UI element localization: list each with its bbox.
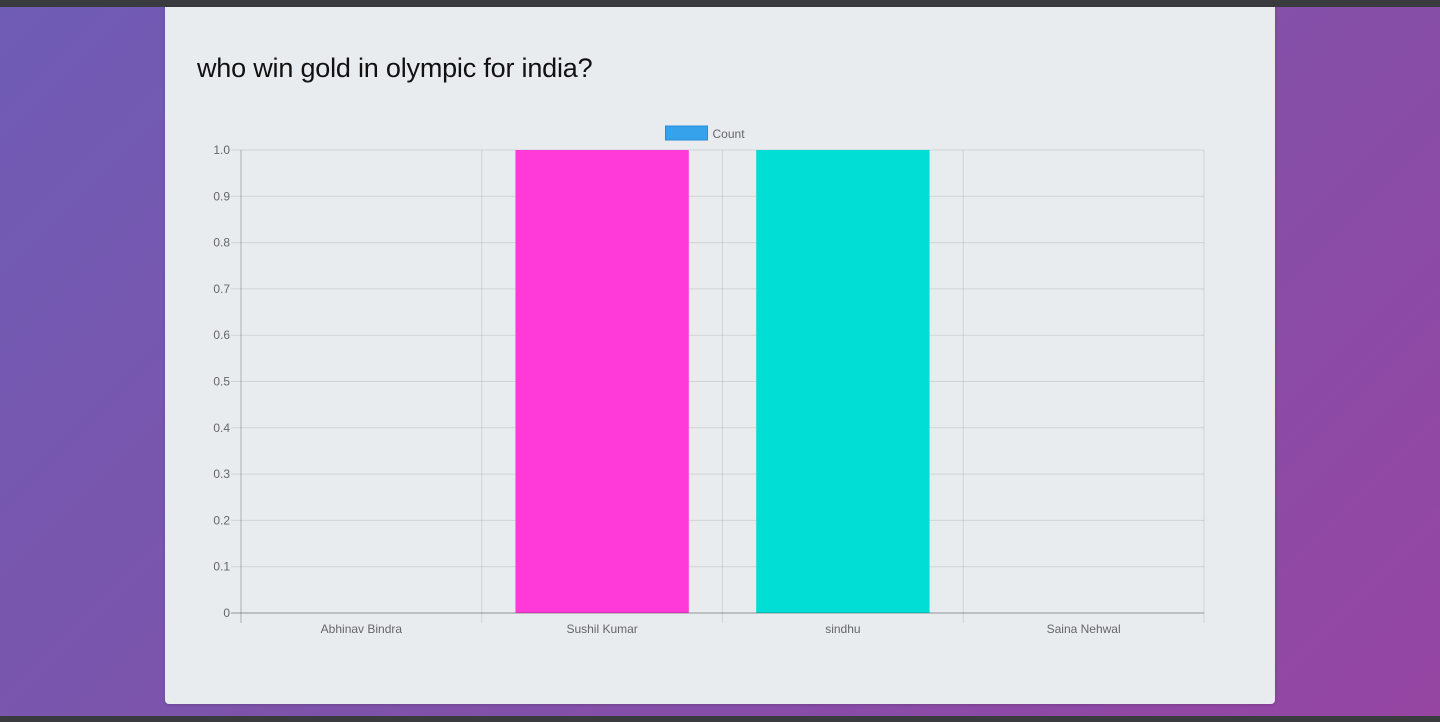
chart-legend[interactable]: Count <box>665 125 746 141</box>
x-tick-label: Saina Nehwal <box>1047 622 1121 636</box>
y-tick-label: 0.5 <box>213 375 230 389</box>
y-tick-label: 0.2 <box>213 513 230 527</box>
y-tick-label: 0.4 <box>213 421 230 435</box>
window-bottom-bar <box>0 716 1440 722</box>
y-tick-label: 0.1 <box>213 560 230 574</box>
chart-bars <box>515 150 930 613</box>
legend-label[interactable]: Count <box>713 127 746 141</box>
y-tick-label: 0.7 <box>213 282 230 296</box>
y-tick-label: 0.8 <box>213 236 230 250</box>
chart-gridlines <box>231 149 1205 623</box>
question-title: who win gold in olympic for india? <box>197 53 593 83</box>
x-tick-labels: Abhinav Bindra Sushil Kumar sindhu Saina Ne… <box>321 622 1121 636</box>
y-tick-label: 0.6 <box>213 328 230 342</box>
results-bar-chart: 0 0.1 0.2 0.3 0.4 0.5 0.6 0.7 0.8 0.9 1.0 Abhinav … <box>213 125 1205 636</box>
y-tick-label: 0 <box>223 606 230 620</box>
window-top-bar <box>0 0 1440 7</box>
legend-swatch[interactable] <box>665 125 708 141</box>
y-tick-labels: 0 0.1 0.2 0.3 0.4 0.5 0.6 0.7 0.8 0.9 1.0 <box>213 143 230 620</box>
y-tick-label: 0.3 <box>213 467 230 481</box>
bar-sushil-kumar[interactable] <box>515 150 689 613</box>
y-tick-label: 1.0 <box>213 143 230 157</box>
y-tick-label: 0.9 <box>213 189 230 203</box>
x-tick-label: sindhu <box>825 622 860 636</box>
bar-sindhu[interactable] <box>756 150 930 613</box>
poll-result-card: who win gold in olympic for india? 0 0.1 0… <box>165 7 1275 704</box>
x-tick-label: Abhinav Bindra <box>321 622 403 636</box>
x-tick-label: Sushil Kumar <box>566 622 637 636</box>
